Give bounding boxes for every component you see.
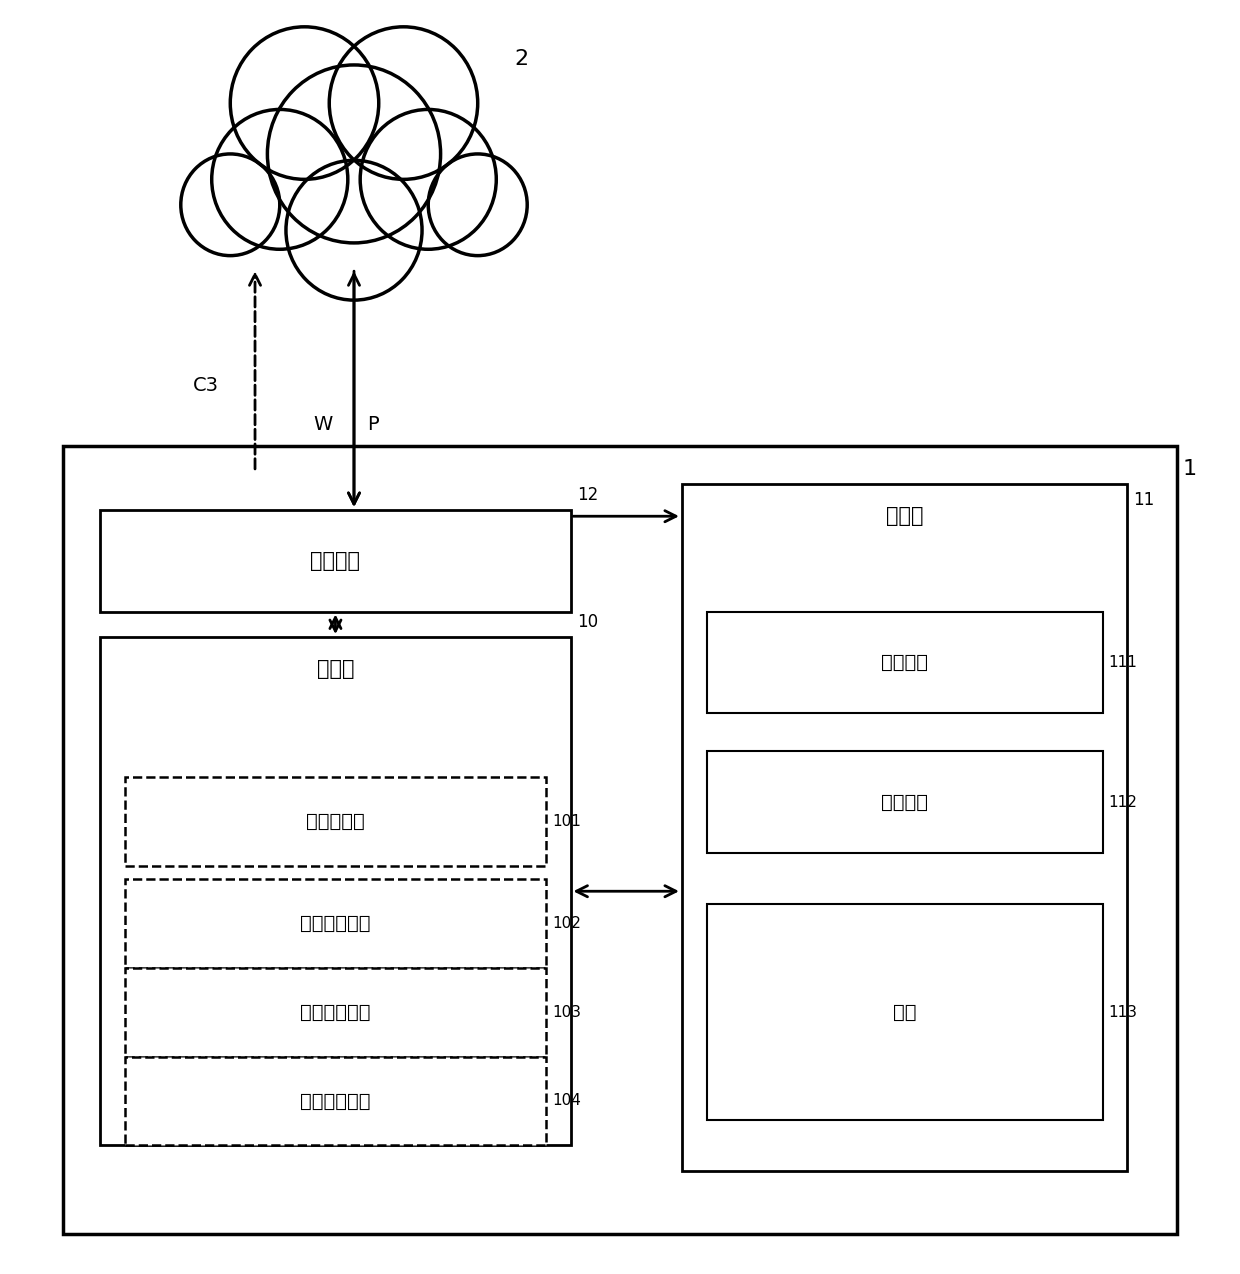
FancyBboxPatch shape xyxy=(125,879,546,967)
Circle shape xyxy=(181,154,280,256)
Text: 10: 10 xyxy=(577,613,598,631)
Text: 2: 2 xyxy=(515,48,529,69)
FancyBboxPatch shape xyxy=(707,752,1102,854)
FancyBboxPatch shape xyxy=(100,637,570,1145)
Text: 程序: 程序 xyxy=(893,1003,916,1022)
Text: 103: 103 xyxy=(552,1004,582,1019)
Text: 强度设定模式: 强度设定模式 xyxy=(300,1003,371,1022)
FancyBboxPatch shape xyxy=(125,1056,546,1145)
Circle shape xyxy=(286,161,422,301)
Text: 104: 104 xyxy=(552,1093,580,1108)
Text: 11: 11 xyxy=(1133,490,1154,508)
Text: W: W xyxy=(314,414,332,433)
Circle shape xyxy=(212,110,347,250)
FancyBboxPatch shape xyxy=(707,612,1102,713)
Text: 控制处理部: 控制处理部 xyxy=(306,812,365,831)
Text: 101: 101 xyxy=(552,814,580,829)
FancyBboxPatch shape xyxy=(100,510,570,612)
Text: 驱动信息: 驱动信息 xyxy=(882,792,928,812)
Text: 套餐设定模式: 套餐设定模式 xyxy=(300,1092,371,1111)
Text: 111: 111 xyxy=(1109,655,1137,670)
Text: 通信装置: 通信装置 xyxy=(310,550,361,571)
FancyBboxPatch shape xyxy=(63,446,1177,1235)
Text: 1: 1 xyxy=(1183,459,1197,479)
Circle shape xyxy=(428,154,527,256)
Text: 112: 112 xyxy=(1109,795,1137,810)
FancyBboxPatch shape xyxy=(125,967,546,1056)
Text: 体力测定模式: 体力测定模式 xyxy=(300,913,371,933)
Text: 113: 113 xyxy=(1109,1004,1138,1019)
FancyBboxPatch shape xyxy=(707,905,1102,1120)
Text: P: P xyxy=(367,414,378,433)
Circle shape xyxy=(360,110,496,250)
Circle shape xyxy=(268,65,440,243)
Circle shape xyxy=(330,27,477,180)
Text: 处理器: 处理器 xyxy=(316,659,355,679)
Text: 生物信息: 生物信息 xyxy=(882,652,928,671)
Text: 12: 12 xyxy=(577,485,598,503)
FancyBboxPatch shape xyxy=(125,777,546,866)
Text: 存储器: 存储器 xyxy=(885,506,924,526)
Circle shape xyxy=(231,27,378,180)
Text: 102: 102 xyxy=(552,916,580,930)
FancyBboxPatch shape xyxy=(682,484,1127,1171)
Text: C3: C3 xyxy=(192,377,218,395)
